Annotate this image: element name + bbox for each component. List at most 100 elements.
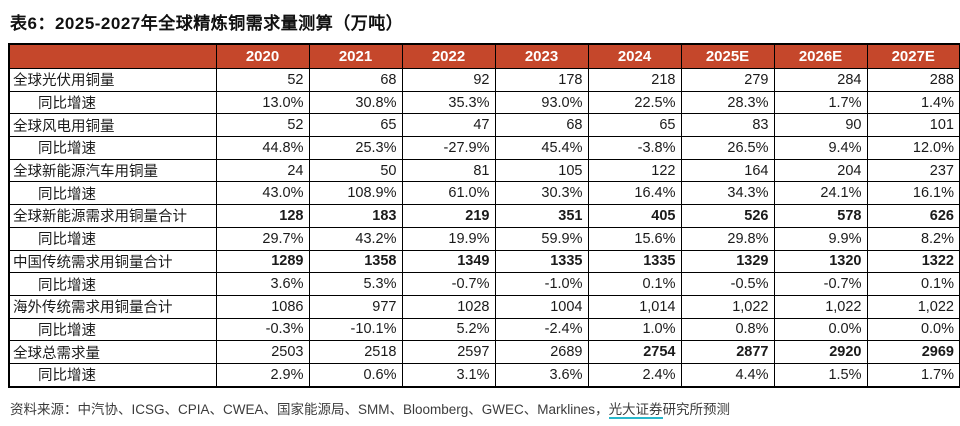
value-cell: 1.4% — [866, 90, 960, 115]
value-cell: 2920 — [773, 340, 868, 364]
value-cell: 9.4% — [773, 136, 868, 160]
row-label-cell: 同比增速 — [8, 272, 217, 296]
value-cell: 526 — [680, 204, 775, 228]
value-cell: 1.7% — [773, 90, 868, 115]
row-label-cell: 中国传统需求用铜量合计 — [8, 249, 217, 274]
value-cell: 626 — [866, 204, 960, 228]
value-cell: 2597 — [401, 340, 496, 364]
value-cell: 2754 — [587, 340, 682, 364]
value-cell: 8.2% — [866, 226, 960, 251]
value-cell: 29.7% — [215, 226, 310, 251]
value-cell: 204 — [773, 158, 868, 183]
value-cell: -3.8% — [587, 136, 682, 160]
table-row: 中国传统需求用铜量合计 1289 1358 1349 1335 1335 1329 1320 1… — [8, 249, 960, 274]
value-cell: 68 — [308, 68, 403, 92]
value-cell: 101 — [866, 113, 960, 138]
value-cell: 1,022 — [866, 294, 960, 319]
value-cell: 1.7% — [866, 362, 960, 388]
value-cell: 45.4% — [494, 136, 589, 160]
table-body: 全球光伏用铜量 52 68 92 178 218 279 284 288 同比增速 13.0% 30.… — [8, 68, 960, 388]
value-cell: 1335 — [494, 249, 589, 274]
value-cell: 405 — [587, 204, 682, 228]
value-cell: 65 — [587, 113, 682, 138]
value-cell: 90 — [773, 113, 868, 138]
value-cell: 1,014 — [587, 294, 682, 319]
value-cell: 122 — [587, 158, 682, 183]
value-cell: 24 — [215, 158, 310, 183]
value-cell: 164 — [680, 158, 775, 183]
everbright-securities-link[interactable]: 光大证券 — [608, 401, 663, 419]
value-cell: 3.1% — [401, 362, 496, 388]
row-label-cell: 全球新能源需求用铜量合计 — [8, 204, 217, 228]
value-cell: 29.8% — [680, 226, 775, 251]
value-cell: 93.0% — [494, 90, 589, 115]
value-cell: 35.3% — [401, 90, 496, 115]
table-row: 同比增速 -0.3% -10.1% 5.2% -2.4% 1.0% 0.8% 0.0% 0.0% — [8, 317, 960, 342]
header-year-2027E: 2027E — [866, 43, 960, 69]
header-year-2026E: 2026E — [773, 43, 868, 69]
table-row: 同比增速 13.0% 30.8% 35.3% 93.0% 22.5% 28.3% 1.7% 1.… — [8, 90, 960, 115]
row-label-cell: 全球光伏用铜量 — [8, 68, 217, 92]
value-cell: 578 — [773, 204, 868, 228]
header-year-2023: 2023 — [494, 43, 589, 69]
value-cell: 2518 — [308, 340, 403, 364]
value-cell: 1289 — [215, 249, 310, 274]
value-cell: 0.1% — [866, 272, 960, 296]
value-cell: -0.5% — [680, 272, 775, 296]
source-note: 资料来源：中汽协、ICSG、CPIA、CWEA、国家能源局、SMM、Bloomb… — [10, 398, 960, 419]
value-cell: 219 — [401, 204, 496, 228]
value-cell: 52 — [215, 113, 310, 138]
table-row: 同比增速 3.6% 5.3% -0.7% -1.0% 0.1% -0.5% -0.7% 0.1% — [8, 272, 960, 296]
copper-demand-table: 2020 2021 2022 2023 2024 2025E 2026E 2027E 全球光伏… — [8, 43, 960, 388]
value-cell: 13.0% — [215, 90, 310, 115]
value-cell: 1,022 — [773, 294, 868, 319]
value-cell: 279 — [680, 68, 775, 92]
value-cell: 2503 — [215, 340, 310, 364]
value-cell: 1358 — [308, 249, 403, 274]
value-cell: 288 — [866, 68, 960, 92]
value-cell: 52 — [215, 68, 310, 92]
value-cell: 43.2% — [308, 226, 403, 251]
value-cell: 44.8% — [215, 136, 310, 160]
value-cell: 183 — [308, 204, 403, 228]
value-cell: 28.3% — [680, 90, 775, 115]
table-row: 全球总需求量 2503 2518 2597 2689 2754 2877 2920 2969 — [8, 340, 960, 364]
value-cell: 1,022 — [680, 294, 775, 319]
table-row: 全球风电用铜量 52 65 47 68 65 83 90 101 — [8, 113, 960, 138]
row-label-cell: 同比增速 — [8, 181, 217, 206]
value-cell: -1.0% — [494, 272, 589, 296]
value-cell: 30.3% — [494, 181, 589, 206]
value-cell: 2.9% — [215, 362, 310, 388]
value-cell: 9.9% — [773, 226, 868, 251]
value-cell: 0.6% — [308, 362, 403, 388]
row-label-cell: 同比增速 — [8, 226, 217, 251]
value-cell: 50 — [308, 158, 403, 183]
value-cell: 81 — [401, 158, 496, 183]
value-cell: 1335 — [587, 249, 682, 274]
value-cell: 4.4% — [680, 362, 775, 388]
value-cell: 15.6% — [587, 226, 682, 251]
table-row: 全球新能源需求用铜量合计 128 183 219 351 405 526 578 626 — [8, 204, 960, 228]
header-year-2021: 2021 — [308, 43, 403, 69]
value-cell: 1028 — [401, 294, 496, 319]
value-cell: 0.0% — [773, 317, 868, 342]
header-year-2024: 2024 — [587, 43, 682, 69]
value-cell: 284 — [773, 68, 868, 92]
value-cell: 237 — [866, 158, 960, 183]
value-cell: -2.4% — [494, 317, 589, 342]
value-cell: 34.3% — [680, 181, 775, 206]
value-cell: 1086 — [215, 294, 310, 319]
value-cell: 105 — [494, 158, 589, 183]
header-year-2025E: 2025E — [680, 43, 775, 69]
table-row: 海外传统需求用铜量合计 1086 977 1028 1004 1,014 1,022 1,02… — [8, 294, 960, 319]
row-label-cell: 同比增速 — [8, 136, 217, 160]
value-cell: 1320 — [773, 249, 868, 274]
value-cell: 1349 — [401, 249, 496, 274]
value-cell: 3.6% — [215, 272, 310, 296]
header-corner-cell — [8, 43, 217, 69]
table-row: 同比增速 2.9% 0.6% 3.1% 3.6% 2.4% 4.4% 1.5% 1.7% — [8, 362, 960, 388]
value-cell: 5.2% — [401, 317, 496, 342]
value-cell: 92 — [401, 68, 496, 92]
source-note-suffix: 研究所预测 — [662, 401, 731, 417]
